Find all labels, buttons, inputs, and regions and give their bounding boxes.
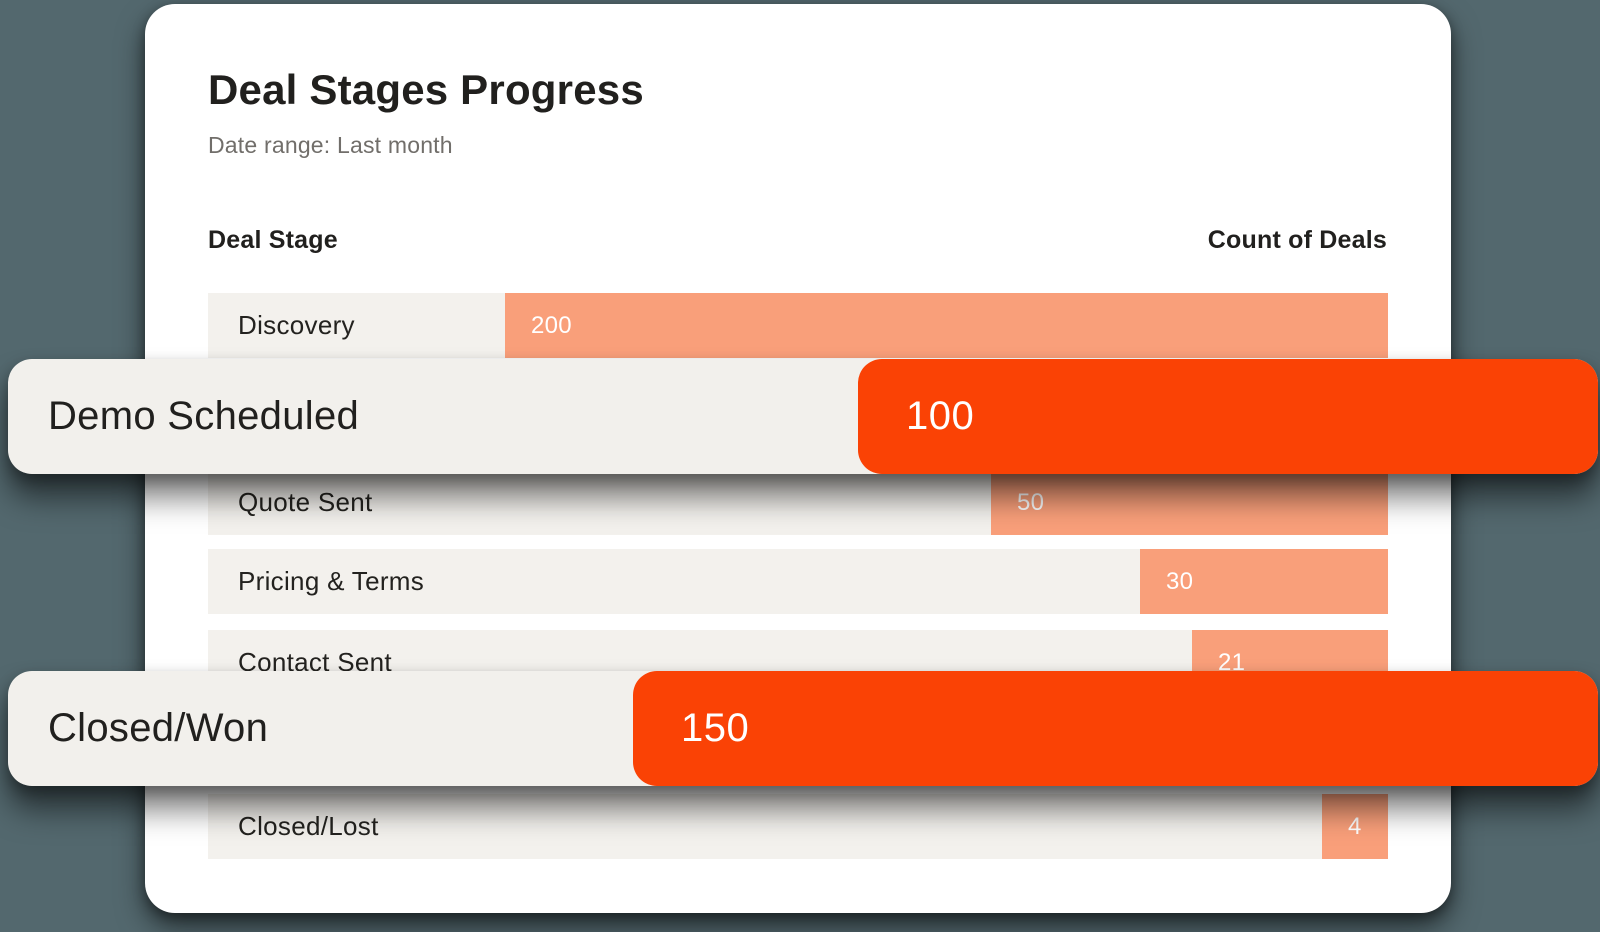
bar-value: 100 xyxy=(906,394,975,438)
bar-value: 4 xyxy=(1348,812,1362,840)
bar-value: 30 xyxy=(1166,567,1194,595)
row-pricing-terms: Pricing & Terms 30 xyxy=(208,549,1388,614)
row-discovery: Discovery 200 xyxy=(208,293,1388,358)
bar-pricing-terms[interactable]: 30 xyxy=(1140,549,1388,614)
bar-closed-won[interactable]: 150 xyxy=(633,671,1598,786)
bar-value: 200 xyxy=(531,311,572,339)
row-label: Closed/Won xyxy=(48,706,269,750)
row-quote-sent: Quote Sent 50 xyxy=(208,470,1388,535)
bar-value: 150 xyxy=(681,706,750,750)
bar-demo-scheduled[interactable]: 100 xyxy=(858,359,1598,474)
row-label: Demo Scheduled xyxy=(48,394,360,438)
row-label: Quote Sent xyxy=(238,487,373,517)
page-title: Deal Stages Progress xyxy=(208,66,644,113)
bar-value: 50 xyxy=(1017,488,1045,516)
column-header-count-of-deals: Count of Deals xyxy=(1207,226,1387,254)
column-header-deal-stage: Deal Stage xyxy=(208,226,338,254)
row-label: Pricing & Terms xyxy=(238,566,425,596)
row-closed-lost: Closed/Lost 4 xyxy=(208,794,1388,859)
row-label: Discovery xyxy=(238,310,355,340)
row-label: Closed/Lost xyxy=(238,811,379,841)
date-range-label: Date range: Last month xyxy=(208,132,453,158)
bar-closed-lost[interactable]: 4 xyxy=(1322,794,1388,859)
bar-quote-sent[interactable]: 50 xyxy=(991,470,1388,535)
row-demo-scheduled-highlighted: Demo Scheduled 100 xyxy=(8,359,1598,474)
bar-discovery[interactable]: 200 xyxy=(505,293,1388,358)
row-closed-won-highlighted: Closed/Won 150 xyxy=(8,671,1598,786)
